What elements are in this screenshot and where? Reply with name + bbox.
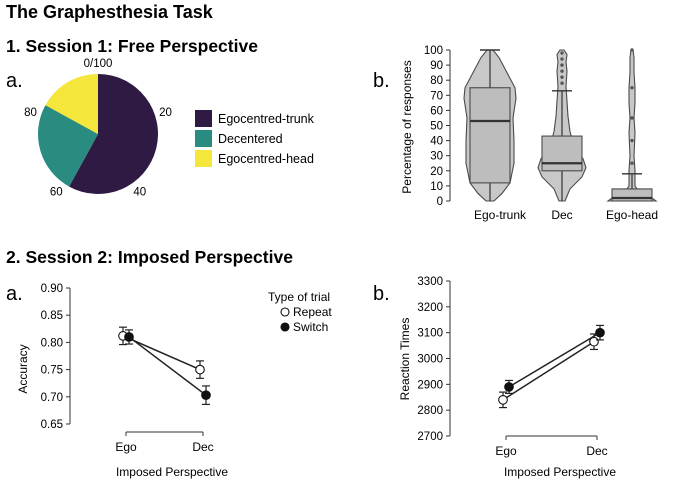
violin-box-0 xyxy=(469,87,511,184)
x-tick-label: Dec xyxy=(586,444,607,458)
rt-ylabel: Reaction Times xyxy=(398,318,412,401)
series-line-switch xyxy=(128,336,207,396)
accuracy-xlabel: Imposed Perspective xyxy=(116,465,228,479)
y-tick-label: 0.85 xyxy=(41,310,63,322)
point-switch xyxy=(124,332,134,342)
y-tick-label: 0.70 xyxy=(41,392,63,404)
violin-box-2 xyxy=(611,188,653,202)
point-switch xyxy=(201,390,211,401)
y-tick-label: 3300 xyxy=(417,276,443,288)
section1-heading: 1. Session 1: Free Perspective xyxy=(6,36,258,56)
y-tick-label: 0.80 xyxy=(41,337,63,349)
pie-tick-label: 80 xyxy=(24,107,37,119)
x-tick-label: Dec xyxy=(192,440,213,454)
point-switch xyxy=(504,382,514,392)
reaction-time-chart: 2700 2800 2900 3000 3100 3200 3300 Ego Dec xyxy=(417,276,607,458)
pie-legend: Egocentred-trunk Decentered Egocentred-hea… xyxy=(195,110,315,167)
pie-tick-label: 60 xyxy=(50,186,63,198)
violin-chart: 0 10 20 30 40 50 60 70 80 90 100 Ego-trunk Dec Ego-he… xyxy=(424,45,658,222)
violin-ytick-label: 50 xyxy=(430,121,443,133)
series-line-repeat xyxy=(502,341,595,401)
violin-ytick-label: 30 xyxy=(430,151,443,163)
violin-outlier xyxy=(560,81,564,85)
violin-ytick-label: 100 xyxy=(424,45,443,57)
pie-tick-label: 40 xyxy=(133,186,146,198)
legend-swatch-2 xyxy=(195,150,212,167)
violin-outlier xyxy=(560,51,564,55)
y-tick-label: 2700 xyxy=(417,431,443,443)
x-tick-label: Ego xyxy=(115,440,137,454)
violin-ytick-label: 60 xyxy=(430,105,443,117)
accuracy-chart: 0.65 0.70 0.75 0.80 0.85 0.90 Ego Dec xyxy=(41,283,214,454)
panel-b1-label: b. xyxy=(373,70,390,92)
violin-ytick-label: 0 xyxy=(437,196,443,208)
violin-ytick-label: 40 xyxy=(430,136,443,148)
legend-swatch-0 xyxy=(195,110,212,127)
violin-ytick-label: 70 xyxy=(430,90,443,102)
violin-outlier xyxy=(630,116,634,120)
y-tick-label: 2900 xyxy=(417,379,443,391)
figure-title: The Graphesthesia Task xyxy=(6,2,214,22)
violin-category-label-0: Ego-trunk xyxy=(474,208,527,222)
violin-ytick-label: 20 xyxy=(430,166,443,178)
legend-label-2: Egocentred-head xyxy=(218,152,314,166)
legend-swatch-1 xyxy=(195,130,212,147)
legend-marker-repeat xyxy=(280,307,290,317)
y-tick-label: 0.65 xyxy=(41,419,63,431)
pie-tick-label: 20 xyxy=(159,107,172,119)
y-tick-label: 0.90 xyxy=(41,283,63,295)
violin-box-1 xyxy=(541,135,583,172)
y-tick-label: 0.75 xyxy=(41,365,63,377)
point-repeat xyxy=(195,364,205,375)
violin-ytick-label: 10 xyxy=(430,181,443,193)
series-line-switch xyxy=(508,332,601,388)
violin-category-label-2: Ego-head xyxy=(606,208,658,222)
y-tick-label: 3200 xyxy=(417,302,443,314)
violin-outlier xyxy=(560,63,564,67)
legend-marker-switch xyxy=(280,322,290,332)
accuracy-ylabel: Accuracy xyxy=(16,344,30,393)
legend-label-repeat: Repeat xyxy=(293,305,332,319)
violin-outlier xyxy=(560,57,564,61)
pie-ring-ticks: 0/100 20 40 60 80 xyxy=(24,58,172,198)
panel-a2-label: a. xyxy=(6,283,23,305)
y-tick-label: 2800 xyxy=(417,405,443,417)
rt-xlabel: Imposed Perspective xyxy=(504,465,616,479)
violin-outlier xyxy=(630,86,634,90)
legend-label-switch: Switch xyxy=(293,320,328,334)
legend-label-1: Decentered xyxy=(218,132,283,146)
violin-outlier xyxy=(560,75,564,79)
y-tick-label: 3100 xyxy=(417,328,443,340)
pie-tick-label: 0/100 xyxy=(84,58,113,70)
pie-slice-0 xyxy=(69,74,158,194)
violin-outlier xyxy=(630,161,634,165)
pie-chart xyxy=(38,74,158,194)
section2-heading: 2. Session 2: Imposed Perspective xyxy=(6,247,293,267)
legend-title: Type of trial xyxy=(268,290,330,304)
panel-a1-label: a. xyxy=(6,70,23,92)
x-tick-label: Ego xyxy=(495,444,517,458)
legend-label-0: Egocentred-trunk xyxy=(218,112,315,126)
panel-b2-label: b. xyxy=(373,283,390,305)
violin-ytick-label: 90 xyxy=(430,60,443,72)
pie-slice-2 xyxy=(45,74,98,134)
violin-outlier xyxy=(630,48,634,52)
pie-slice-1 xyxy=(38,105,98,187)
y-tick-label: 3000 xyxy=(417,354,443,366)
violin-outlier xyxy=(560,69,564,73)
violin-ytick-label: 80 xyxy=(430,75,443,87)
point-switch xyxy=(595,327,605,338)
violin-ylabel: Percentage of responses xyxy=(400,60,414,193)
point-repeat xyxy=(498,394,508,405)
violin-outlier xyxy=(630,138,634,143)
violin-category-label-1: Dec xyxy=(551,208,572,222)
